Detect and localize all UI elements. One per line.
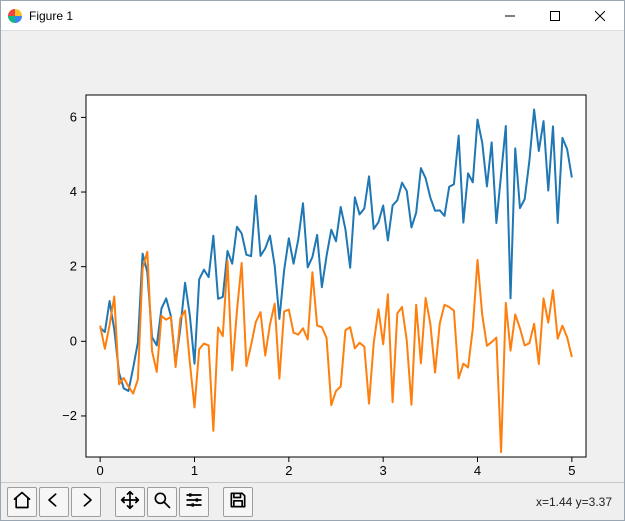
config-button[interactable] (179, 487, 209, 517)
minimize-button[interactable] (487, 2, 532, 30)
toolbar-button-group (7, 487, 255, 517)
titlebar: Figure 1 (1, 1, 624, 31)
zoom-button[interactable] (147, 487, 177, 517)
home-button[interactable] (7, 487, 37, 517)
forward-button[interactable] (71, 487, 101, 517)
y-tick-label: 0 (70, 333, 77, 348)
zoom-icon (152, 490, 172, 513)
save-button[interactable] (223, 487, 253, 517)
pan-button[interactable] (115, 487, 145, 517)
x-tick-label: 4 (474, 463, 481, 478)
app-icon (7, 8, 23, 24)
x-tick-label: 0 (97, 463, 104, 478)
y-tick-label: 6 (70, 110, 77, 125)
move-icon (120, 490, 140, 513)
home-icon (12, 490, 32, 513)
y-tick-label: 2 (70, 259, 77, 274)
x-tick-label: 1 (191, 463, 198, 478)
arrow-right-icon (76, 490, 96, 513)
y-tick-label: −2 (62, 408, 77, 423)
maximize-icon (550, 11, 560, 21)
sliders-icon (184, 490, 204, 513)
x-tick-label: 2 (285, 463, 292, 478)
x-tick-label: 3 (380, 463, 387, 478)
y-tick-label: 4 (70, 184, 77, 199)
cursor-coordinates: x=1.44 y=3.37 (536, 495, 618, 509)
plot-area: 0 1 2 3 4 5 −2 0 2 4 6 (1, 31, 624, 482)
arrow-left-icon (44, 490, 64, 513)
navigation-toolbar: x=1.44 y=3.37 (1, 482, 624, 520)
x-tick-label: 5 (568, 463, 575, 478)
minimize-icon (505, 11, 515, 21)
back-button[interactable] (39, 487, 69, 517)
window-controls (487, 2, 622, 30)
line-chart: 0 1 2 3 4 5 −2 0 2 4 6 (1, 31, 624, 482)
window-title: Figure 1 (29, 9, 487, 23)
close-icon (595, 11, 605, 21)
close-button[interactable] (577, 2, 622, 30)
figure-window: Figure 1 0 1 2 3 4 5 −2 0 2 4 6 x=1.44 y=3.37 (0, 0, 625, 521)
maximize-button[interactable] (532, 2, 577, 30)
save-icon (228, 490, 248, 513)
